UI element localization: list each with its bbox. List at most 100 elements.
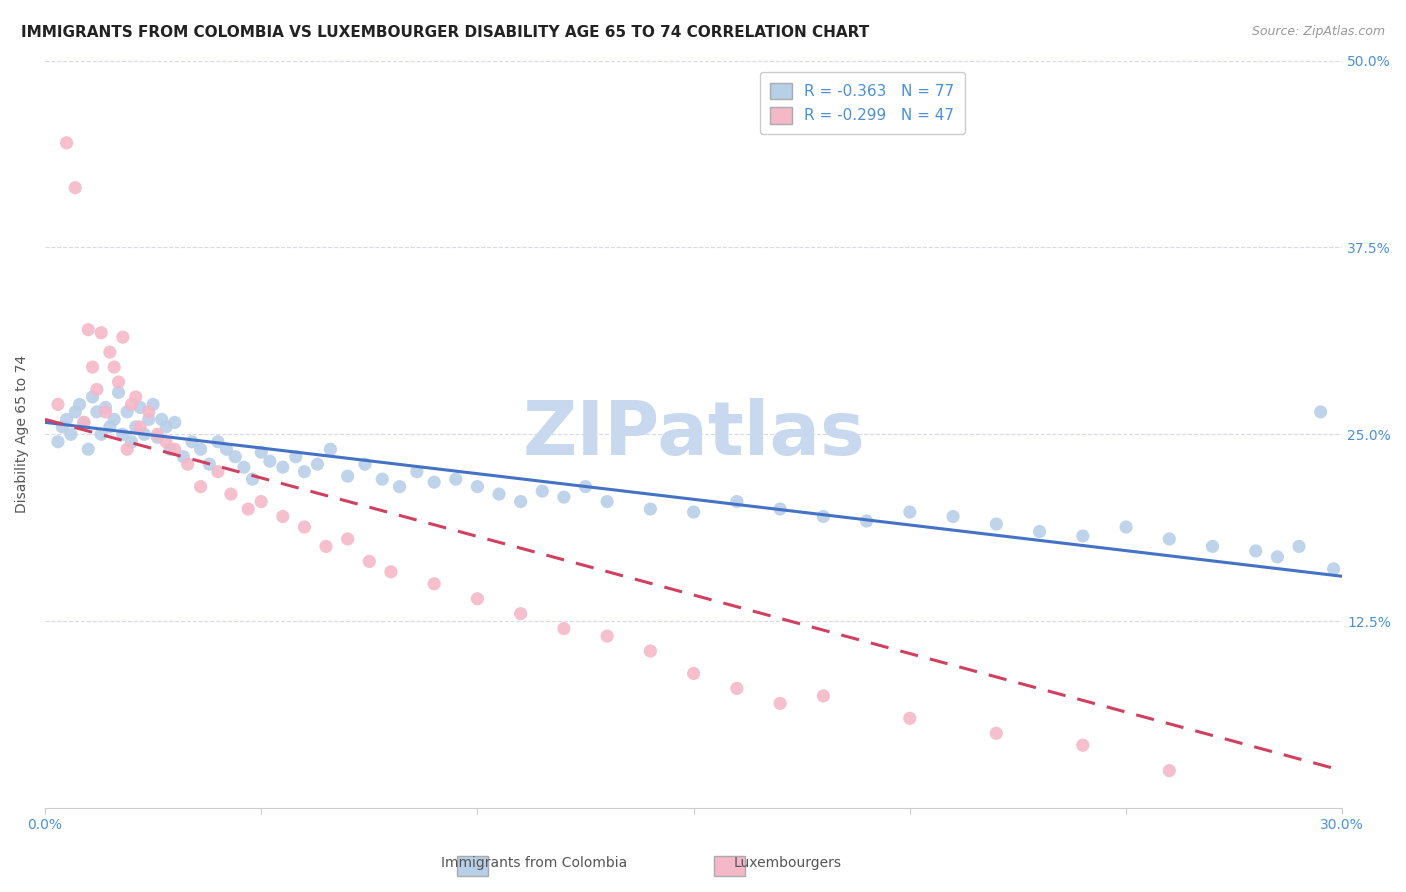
Point (198, 457, 221, 471)
Point (574, 480, 596, 494)
Point (65, 180, 87, 194)
Point (423, 576, 446, 591)
Point (73, 415, 96, 429)
Point (215, 442, 238, 457)
Point (138, 412, 160, 426)
Point (380, 565, 402, 579)
Point (682, 666, 704, 681)
Point (271, 509, 294, 524)
Text: Source: ZipAtlas.com: Source: ZipAtlas.com (1251, 25, 1385, 38)
Point (336, 469, 359, 483)
Point (94, 401, 117, 415)
Point (125, 420, 148, 434)
Point (111, 330, 134, 344)
Point (596, 494, 619, 508)
Point (69, 397, 91, 411)
Point (315, 540, 337, 554)
Point (509, 494, 531, 508)
Point (284, 450, 307, 464)
Y-axis label: Disability Age 65 to 74: Disability Age 65 to 74 (15, 355, 30, 514)
Point (77, 442, 100, 457)
FancyBboxPatch shape (457, 856, 488, 876)
Point (250, 445, 273, 459)
Point (1244, 544, 1267, 558)
Point (1028, 524, 1050, 539)
Point (640, 502, 662, 516)
Point (553, 622, 575, 636)
Point (319, 442, 342, 457)
Point (1159, 764, 1181, 778)
Point (59, 427, 82, 442)
Point (294, 520, 316, 534)
Point (307, 457, 329, 471)
Point (1115, 520, 1137, 534)
Point (51, 420, 73, 434)
Point (146, 430, 169, 444)
Point (111, 427, 134, 442)
Point (531, 484, 554, 499)
Point (115, 442, 138, 457)
Point (250, 494, 273, 508)
Point (86, 383, 108, 397)
Point (134, 427, 156, 442)
Point (176, 457, 198, 471)
Point (90, 326, 112, 340)
Point (219, 487, 242, 501)
Text: Luxembourgers: Luxembourgers (734, 855, 841, 870)
Point (467, 591, 489, 606)
Text: IMMIGRANTS FROM COLOMBIA VS LUXEMBOURGER DISABILITY AGE 65 TO 74 CORRELATION CHA: IMMIGRANTS FROM COLOMBIA VS LUXEMBOURGER… (21, 25, 869, 40)
Point (125, 390, 148, 404)
Point (98, 420, 121, 434)
Point (163, 415, 186, 429)
Point (444, 472, 467, 486)
Text: ZIPatlas: ZIPatlas (522, 398, 865, 471)
Text: Immigrants from Colombia: Immigrants from Colombia (441, 855, 627, 870)
Point (98, 345, 121, 359)
Point (65, 405, 87, 419)
Point (238, 502, 260, 516)
Point (90, 427, 112, 442)
Point (55, 412, 77, 426)
Point (232, 460, 254, 475)
Point (107, 385, 129, 400)
Point (942, 509, 965, 524)
Point (388, 480, 411, 494)
Point (1323, 562, 1346, 576)
Point (271, 460, 294, 475)
Point (73, 415, 96, 429)
Point (163, 442, 186, 457)
Point (129, 420, 152, 434)
Point (55, 136, 77, 150)
Point (242, 472, 264, 486)
Point (488, 487, 510, 501)
Point (1071, 738, 1094, 752)
Point (82, 390, 104, 404)
Point (682, 505, 704, 519)
Point (336, 532, 359, 546)
Point (371, 472, 394, 486)
Point (769, 502, 792, 516)
Point (103, 359, 125, 374)
Point (640, 644, 662, 658)
Legend: R = -0.363   N = 77, R = -0.299   N = 47: R = -0.363 N = 77, R = -0.299 N = 47 (759, 72, 965, 135)
Point (725, 494, 748, 508)
Point (596, 629, 619, 643)
Point (813, 509, 835, 524)
Point (898, 711, 921, 725)
Point (190, 480, 212, 494)
Point (103, 412, 125, 426)
Point (159, 442, 181, 457)
Point (155, 434, 177, 449)
Point (769, 697, 792, 711)
Point (172, 450, 194, 464)
Point (224, 450, 246, 464)
FancyBboxPatch shape (714, 856, 745, 876)
Point (855, 514, 877, 528)
Point (467, 480, 489, 494)
Point (986, 726, 1008, 740)
Point (77, 323, 100, 337)
Point (46, 434, 69, 449)
Point (86, 405, 108, 419)
Point (1071, 529, 1094, 543)
Point (725, 681, 748, 696)
